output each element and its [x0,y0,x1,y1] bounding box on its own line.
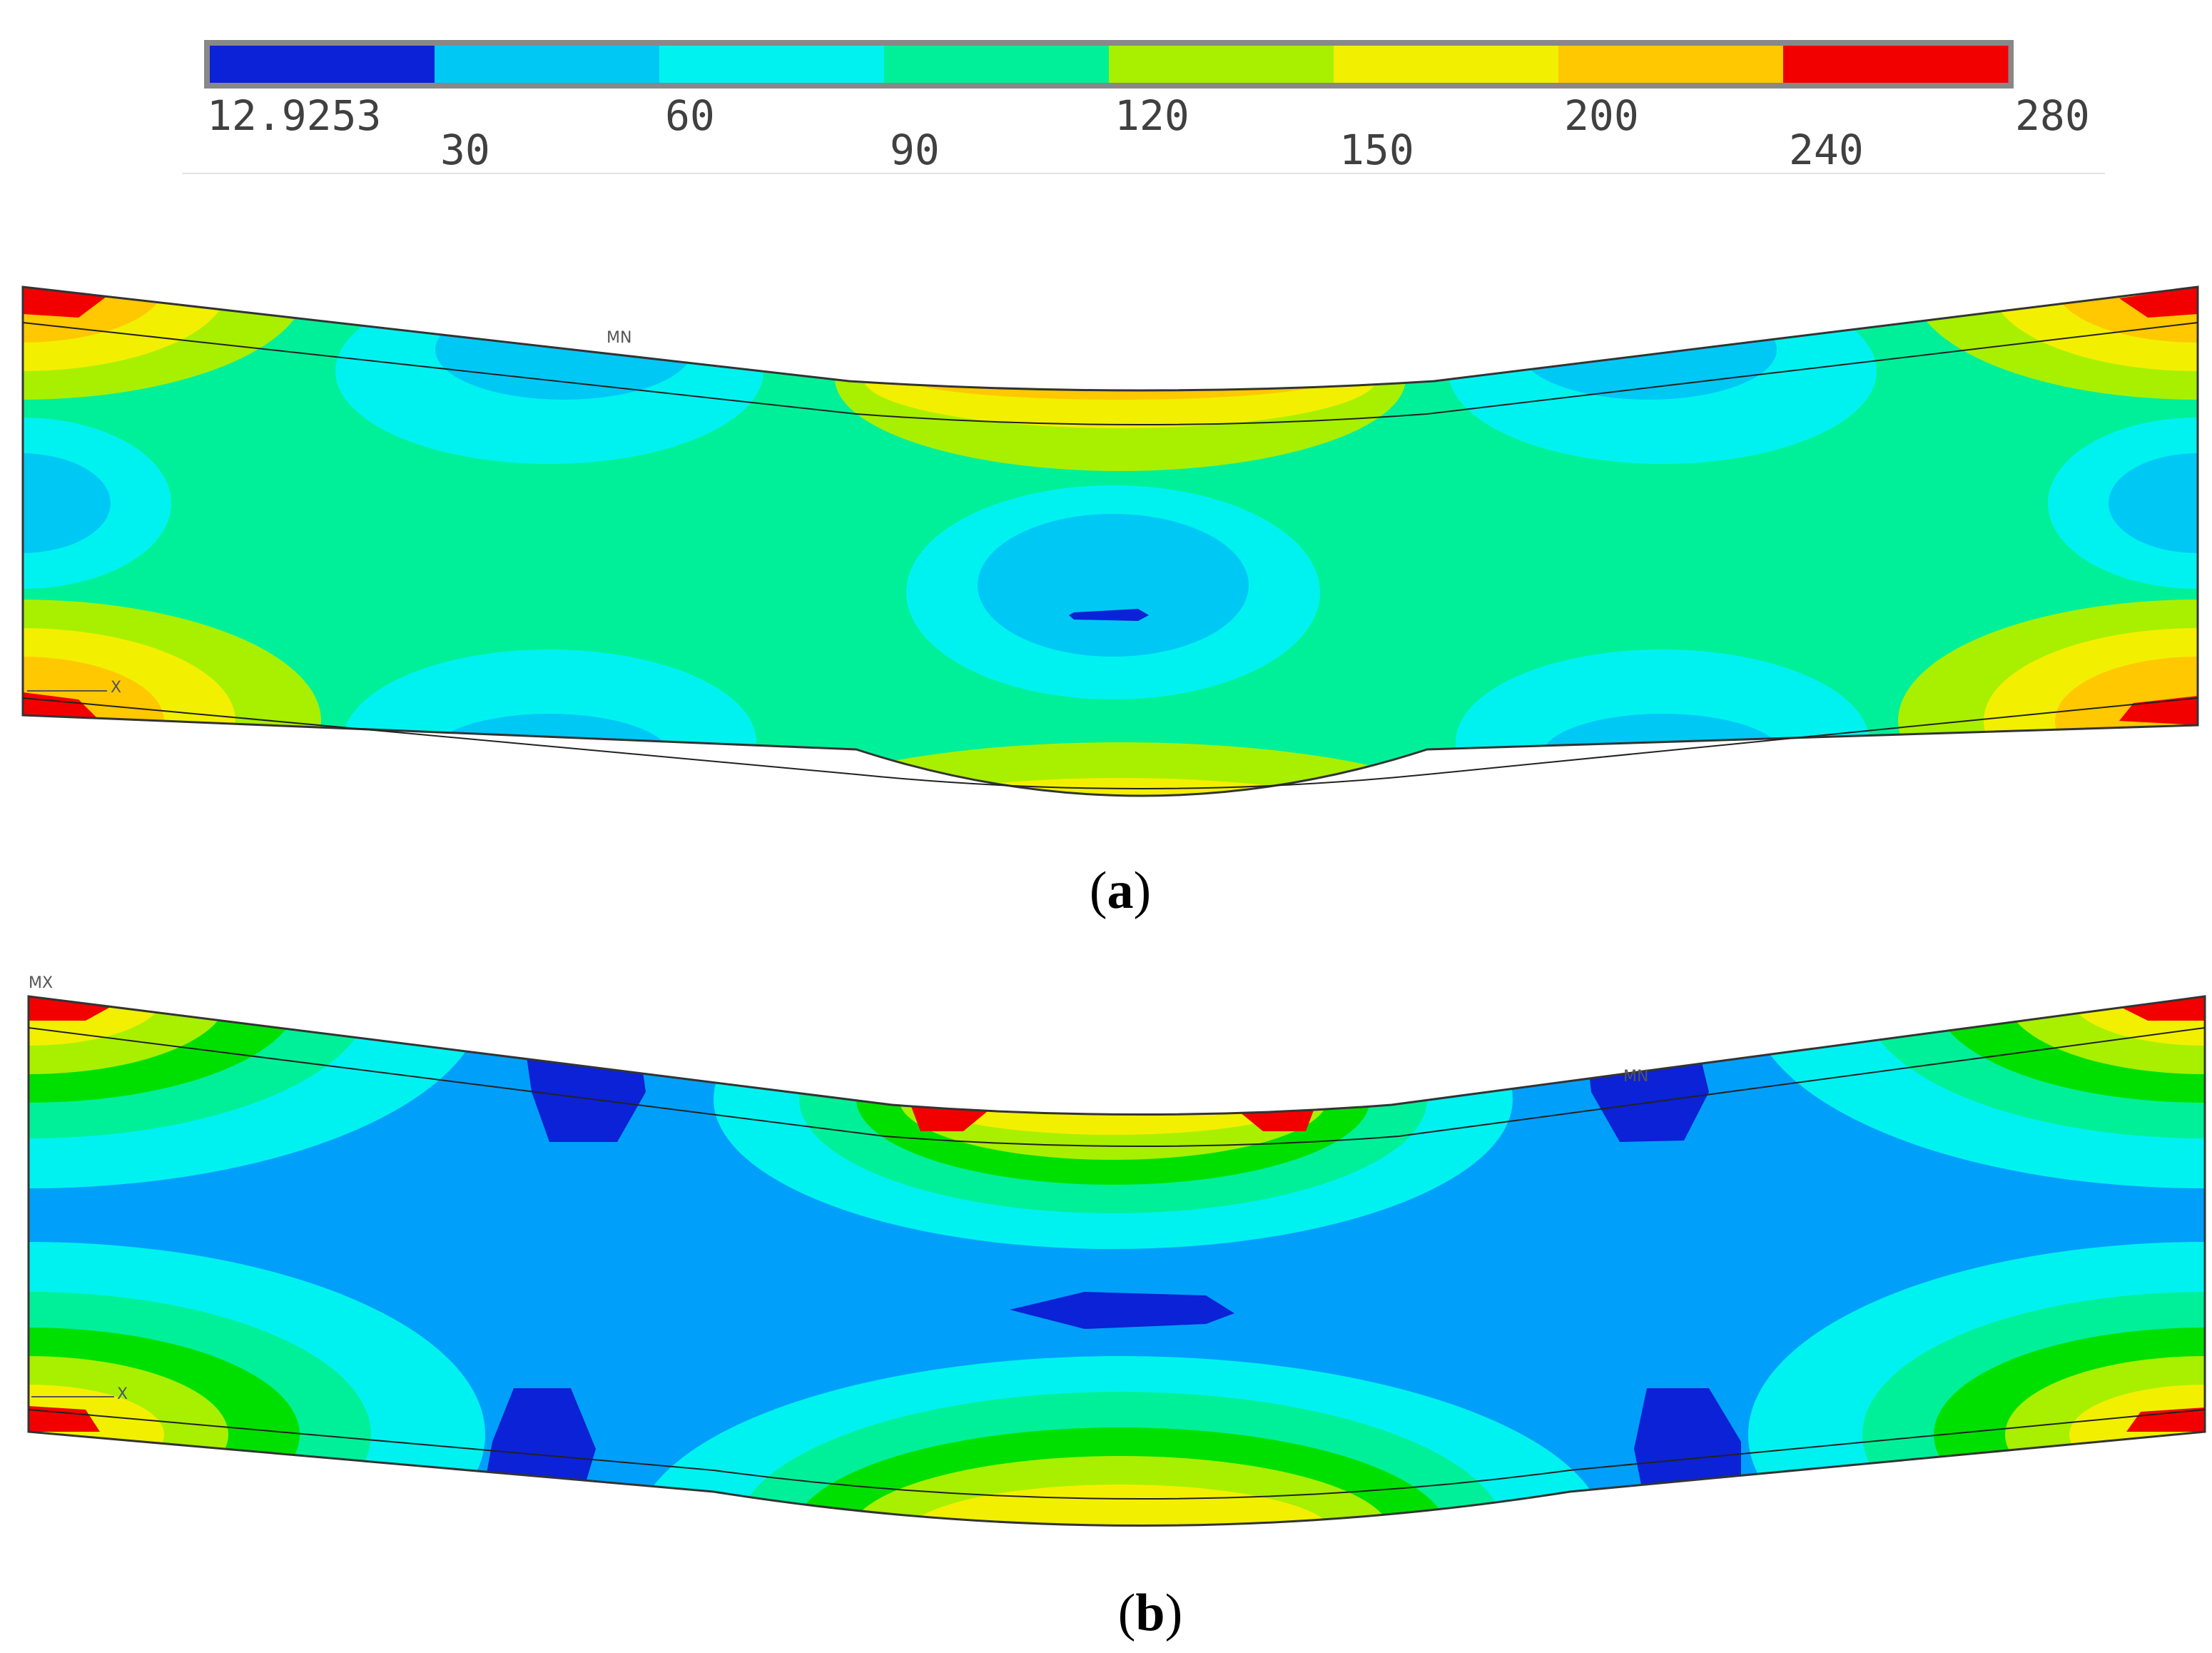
legend-tick-label: 120 [1115,91,1189,140]
contour-panel-b: MX MN X (b) [27,974,2206,1642]
contour-band [2048,418,2198,589]
legend-tick-label: 30 [440,126,490,174]
color-legend: 12.9253 30 60 90 120 150 200 240 280 [182,40,2105,174]
contour-band [863,328,1377,428]
contour-band [29,996,164,1046]
panel-a-caption: (a) [1090,861,1151,920]
legend-band [1334,46,1559,83]
contour-band [2126,1407,2205,1432]
contour-min-spot [1634,1388,1741,1485]
panel-b-caption: (b) [1118,1584,1182,1642]
contour-band [23,287,164,343]
legend-tick-label: 60 [665,91,715,140]
legend-tick-labels: 30 60 90 120 150 200 240 280 [440,91,2090,174]
legend-band [1783,46,2009,83]
beam-outline-b [27,995,2206,1527]
min-marker-label: MN [607,329,631,347]
legend-band [659,46,885,83]
contour-band [906,357,1334,400]
legend-band [1558,46,1784,83]
contour-band [906,1485,1334,1526]
contour-band [1991,287,2198,371]
contour-band [1541,714,1784,796]
contour-band [29,996,228,1074]
contour-band [2119,996,2205,1021]
contour-min-spot [485,1388,596,1485]
contour-band [23,453,111,553]
contour-band [2109,453,2198,553]
contour-panel-a: MN X (a) [21,285,2199,920]
legend-band [884,46,1110,83]
contour-band [2119,287,2198,318]
legend-band [210,46,435,83]
contour-band [2055,287,2198,343]
axis-x-label: X [111,679,121,697]
mesh-line [22,697,2198,789]
contour-min-spot [1069,609,1149,621]
legend-tick-label: 150 [1339,126,1414,174]
contour-min-spot [1010,1292,1234,1329]
min-marker-label: MN [1623,1068,1648,1086]
legend-band [435,46,660,83]
contour-band [428,714,671,796]
legend-tick-label: 90 [890,126,940,174]
legend-min-label: 12.9253 [207,91,381,140]
mesh-line [22,322,2198,425]
contour-band [978,514,1249,657]
beam-outline-a [21,285,2199,797]
contour-band [2005,996,2205,1074]
legend-band [1109,46,1334,83]
contour-band [29,996,114,1021]
legend-bands [210,46,2009,83]
contour-band [29,1406,100,1432]
contour-band [928,1071,1299,1135]
legend-tick-label: 240 [1789,126,1864,174]
contour-band [835,287,1406,471]
legend-tick-label: 200 [1564,91,1639,140]
mesh-line [28,1027,2206,1147]
axis-x-label: X [117,1385,128,1403]
contour-band [1520,300,1777,400]
mesh-line [28,1409,2206,1500]
max-marker-label: MX [29,974,53,992]
contour-band [435,300,692,400]
axis-triad-a: X [27,679,121,697]
axis-triad-b: X [31,1385,128,1403]
contour-min-spot [1611,341,1635,351]
contour-band [23,418,171,589]
contour-band [23,287,228,371]
contour-band [2069,996,2205,1046]
legend-tick-label: 280 [2015,91,2090,140]
